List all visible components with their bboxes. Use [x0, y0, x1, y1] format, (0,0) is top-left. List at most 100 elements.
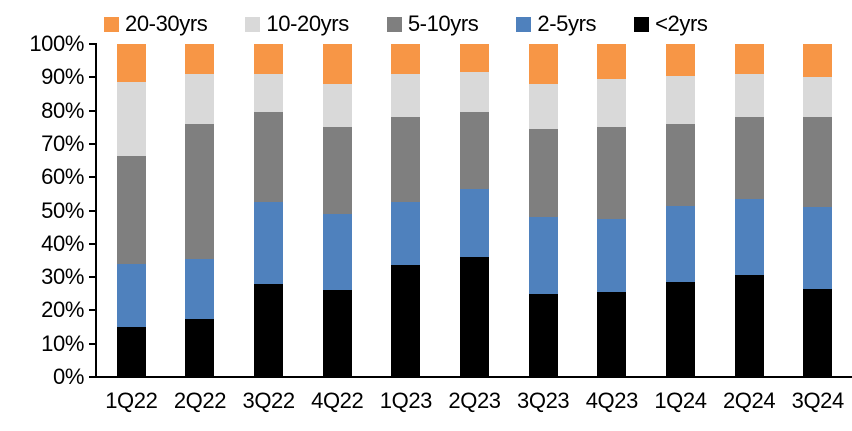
legend-label: 10-20yrs	[266, 11, 349, 36]
bar-segment-20-30yrs	[734, 44, 764, 74]
bar-segment-5-10yrs	[460, 112, 490, 189]
bar-1Q22	[116, 44, 146, 377]
bar-segment-10-20yrs	[803, 77, 833, 118]
bar-segment-20-30yrs	[391, 44, 421, 74]
bar-segment-2-5yrs	[665, 205, 695, 283]
bar-segment-5-10yrs	[116, 155, 146, 264]
y-tick-label: 10%	[41, 330, 84, 356]
legend-swatch-icon	[245, 16, 261, 32]
x-axis-labels: 1Q22 2Q22 3Q22 4Q22 1Q23 2Q23 3Q23 4Q23 1Q24 2Q24…	[97, 389, 852, 413]
legend-label: <2yrs	[655, 11, 708, 36]
bar-segment-5-10yrs	[254, 112, 284, 203]
bar-segment--2yrs	[460, 257, 490, 377]
bar-segment-2-5yrs	[460, 188, 490, 258]
bar-segment-2-5yrs	[185, 258, 215, 319]
bar-segment-5-10yrs	[734, 117, 764, 199]
bar-slot-4Q22	[303, 44, 372, 377]
legend-swatch-icon	[634, 16, 650, 32]
bar-segment-20-30yrs	[803, 44, 833, 78]
bar-segment-10-20yrs	[597, 79, 627, 128]
bar-slot-3Q24	[783, 44, 852, 377]
bar-segment-20-30yrs	[597, 44, 627, 79]
bar-segment--2yrs	[803, 288, 833, 377]
y-tick-mark	[89, 242, 97, 245]
y-tick-mark	[89, 309, 97, 312]
x-tick-label-1Q22: 1Q22	[105, 388, 158, 413]
bar-3Q22	[254, 44, 284, 377]
bar-segment--2yrs	[254, 283, 284, 377]
bar-segment-10-20yrs	[254, 74, 284, 113]
bar-segment-10-20yrs	[665, 75, 695, 124]
y-tick-label: 70%	[41, 130, 84, 156]
x-tick-label-2Q24: 2Q24	[722, 388, 776, 413]
bar-segment-5-10yrs	[597, 127, 627, 219]
y-tick-mark	[89, 276, 97, 279]
y-tick-label: 40%	[41, 230, 84, 256]
bar-slot-1Q24	[646, 44, 715, 377]
legend-label: 20-30yrs	[125, 11, 208, 36]
bar-slot-1Q22	[97, 44, 166, 377]
bar-segment--2yrs	[665, 282, 695, 377]
bar-segment-20-30yrs	[528, 44, 558, 84]
legend-item-10-20yrs: 10-20yrs	[245, 11, 349, 36]
y-tick-label: 0%	[53, 364, 84, 389]
bar-segment-2-5yrs	[803, 207, 833, 289]
x-tick-label-1Q24: 1Q24	[654, 388, 707, 413]
bar-segment-20-30yrs	[460, 44, 490, 73]
bar-segment-20-30yrs	[322, 44, 352, 84]
y-tick-mark	[89, 342, 97, 345]
legend-label: 2-5yrs	[537, 11, 597, 36]
bar-slot-4Q23	[577, 44, 646, 377]
x-tick-label-2Q22: 2Q22	[173, 388, 227, 413]
y-tick-mark	[89, 376, 97, 378]
bar-segment--2yrs	[528, 293, 558, 377]
x-tick-label-3Q22: 3Q22	[242, 388, 295, 413]
chart-legend: 20-30yrs 10-20yrs 5-10yrs 2-5yrs <2yrs	[104, 9, 708, 39]
bar-segment--2yrs	[597, 292, 627, 377]
bar-4Q23	[597, 44, 627, 377]
y-tick-label: 80%	[41, 97, 84, 123]
bar-segment-2-5yrs	[254, 202, 284, 284]
bar-segment-10-20yrs	[185, 74, 215, 124]
bar-slot-3Q23	[509, 44, 578, 377]
bar-segment-10-20yrs	[460, 72, 490, 113]
bar-segment-2-5yrs	[734, 198, 764, 276]
bar-2Q22	[185, 44, 215, 377]
y-tick-mark	[89, 109, 97, 112]
legend-swatch-icon	[104, 16, 119, 32]
bar-slot-3Q22	[234, 44, 303, 377]
bar-segment-5-10yrs	[665, 123, 695, 206]
bar-segment-2-5yrs	[116, 263, 146, 328]
y-tick-label: 20%	[41, 297, 84, 323]
legend-swatch-icon	[386, 16, 402, 32]
bar-segment-10-20yrs	[116, 82, 146, 156]
bar-segment--2yrs	[734, 275, 764, 377]
x-tick-label-4Q22: 4Q22	[311, 388, 364, 413]
y-tick-mark	[89, 209, 97, 212]
y-tick-label: 50%	[41, 197, 84, 223]
y-tick-label: 30%	[41, 264, 84, 290]
bar-segment-10-20yrs	[734, 74, 764, 118]
legend-item-2-5yrs: 2-5yrs	[516, 11, 597, 36]
bar-segment-20-30yrs	[665, 44, 695, 76]
bar-segment-2-5yrs	[391, 202, 421, 266]
bar-segment-5-10yrs	[391, 117, 421, 203]
bar-1Q23	[391, 44, 421, 377]
legend-item--2yrs: <2yrs	[634, 11, 708, 36]
bar-segment-2-5yrs	[528, 217, 558, 294]
y-tick-mark	[89, 176, 97, 179]
bar-segment-5-10yrs	[322, 127, 352, 214]
bar-segment--2yrs	[322, 290, 352, 377]
x-axis-baseline	[89, 376, 852, 378]
legend-item-5-10yrs: 5-10yrs	[386, 13, 479, 35]
legend-item-20-30yrs: 20-30yrs	[104, 11, 208, 36]
bar-segment-20-30yrs	[116, 44, 146, 83]
x-tick-label-2Q23: 2Q23	[448, 388, 501, 413]
bar-2Q24	[734, 44, 764, 377]
bar-segment-2-5yrs	[322, 213, 352, 291]
bar-slot-2Q22	[166, 44, 235, 377]
legend-swatch-icon	[516, 16, 532, 32]
bar-slot-2Q24	[715, 44, 784, 377]
y-tick-label: 100%	[29, 31, 84, 56]
